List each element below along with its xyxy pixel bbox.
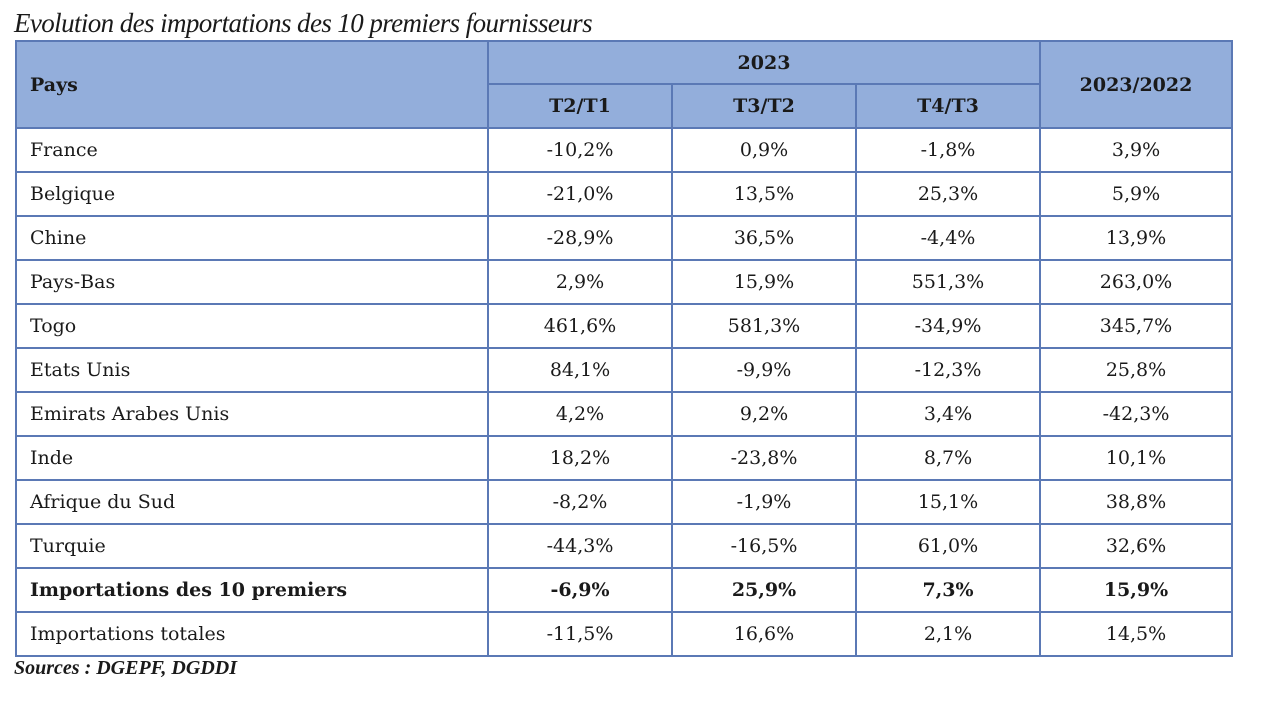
header-t3-t2: T3/T2 — [671, 83, 857, 129]
imports-table: Pays 2023 2023/2022 T2/T1 T3/T2 T4/T3 Fr… — [15, 40, 1233, 657]
value-cell: 14,5% — [1039, 611, 1233, 657]
country-cell: Pays-Bas — [15, 259, 489, 305]
table-row: Importations des 10 premiers -6,9% 25,9% 7,… — [15, 567, 1233, 613]
value-cell: 15,9% — [671, 259, 857, 305]
value-cell: 5,9% — [1039, 171, 1233, 217]
value-cell: -42,3% — [1039, 391, 1233, 437]
value-cell: 0,9% — [671, 127, 857, 173]
value-cell: 551,3% — [855, 259, 1041, 305]
value-cell: 61,0% — [855, 523, 1041, 569]
value-cell: -10,2% — [487, 127, 673, 173]
value-cell: 84,1% — [487, 347, 673, 393]
country-cell: Turquie — [15, 523, 489, 569]
table-header: Pays 2023 2023/2022 T2/T1 T3/T2 T4/T3 — [15, 40, 1233, 129]
country-cell: Togo — [15, 303, 489, 349]
value-cell: 13,5% — [671, 171, 857, 217]
value-cell: -12,3% — [855, 347, 1041, 393]
value-cell: -28,9% — [487, 215, 673, 261]
value-cell: 25,9% — [671, 567, 857, 613]
table-row: Turquie -44,3% -16,5% 61,0% 32,6% — [15, 523, 1233, 569]
value-cell: 3,9% — [1039, 127, 1233, 173]
table-row: Etats Unis 84,1% -9,9% -12,3% 25,8% — [15, 347, 1233, 393]
country-cell: Importations totales — [15, 611, 489, 657]
table-row: France -10,2% 0,9% -1,8% 3,9% — [15, 127, 1233, 173]
value-cell: -1,8% — [855, 127, 1041, 173]
value-cell: -9,9% — [671, 347, 857, 393]
header-pays: Pays — [15, 40, 489, 129]
value-cell: 18,2% — [487, 435, 673, 481]
value-cell: 9,2% — [671, 391, 857, 437]
table-title: Evolution des importations des 10 premie… — [14, 8, 593, 38]
value-cell: 3,4% — [855, 391, 1041, 437]
table-row: Inde 18,2% -23,8% 8,7% 10,1% — [15, 435, 1233, 481]
country-cell: Afrique du Sud — [15, 479, 489, 525]
value-cell: -1,9% — [671, 479, 857, 525]
value-cell: 36,5% — [671, 215, 857, 261]
value-cell: -44,3% — [487, 523, 673, 569]
value-cell: 581,3% — [671, 303, 857, 349]
value-cell: 16,6% — [671, 611, 857, 657]
value-cell: -34,9% — [855, 303, 1041, 349]
table-body: France -10,2% 0,9% -1,8% 3,9% Belgique -21,0% 1… — [15, 127, 1233, 657]
country-cell: France — [15, 127, 489, 173]
value-cell: -8,2% — [487, 479, 673, 525]
header-year-group: 2023 — [487, 40, 1041, 85]
value-cell: 345,7% — [1039, 303, 1233, 349]
value-cell: 15,9% — [1039, 567, 1233, 613]
table-row: Importations totales -11,5% 16,6% 2,1% 14,5% — [15, 611, 1233, 657]
value-cell: -23,8% — [671, 435, 857, 481]
value-cell: 4,2% — [487, 391, 673, 437]
value-cell: 263,0% — [1039, 259, 1233, 305]
table-row: Afrique du Sud -8,2% -1,9% 15,1% 38,8% — [15, 479, 1233, 525]
table-row: Chine -28,9% 36,5% -4,4% 13,9% — [15, 215, 1233, 261]
value-cell: -11,5% — [487, 611, 673, 657]
table-row: Pays-Bas 2,9% 15,9% 551,3% 263,0% — [15, 259, 1233, 305]
table-row: Emirats Arabes Unis 4,2% 9,2% 3,4% -42,3% — [15, 391, 1233, 437]
source-note: Sources : DGEPF, DGDDI — [14, 657, 237, 679]
value-cell: 461,6% — [487, 303, 673, 349]
country-cell: Etats Unis — [15, 347, 489, 393]
value-cell: -4,4% — [855, 215, 1041, 261]
country-cell: Inde — [15, 435, 489, 481]
country-cell: Importations des 10 premiers — [15, 567, 489, 613]
value-cell: 25,3% — [855, 171, 1041, 217]
value-cell: 13,9% — [1039, 215, 1233, 261]
value-cell: 32,6% — [1039, 523, 1233, 569]
country-cell: Belgique — [15, 171, 489, 217]
country-cell: Chine — [15, 215, 489, 261]
value-cell: 15,1% — [855, 479, 1041, 525]
value-cell: -16,5% — [671, 523, 857, 569]
country-cell: Emirats Arabes Unis — [15, 391, 489, 437]
value-cell: 8,7% — [855, 435, 1041, 481]
value-cell: 2,1% — [855, 611, 1041, 657]
value-cell: 10,1% — [1039, 435, 1233, 481]
table-row: Togo 461,6% 581,3% -34,9% 345,7% — [15, 303, 1233, 349]
header-t2-t1: T2/T1 — [487, 83, 673, 129]
value-cell: 38,8% — [1039, 479, 1233, 525]
value-cell: 7,3% — [855, 567, 1041, 613]
value-cell: -6,9% — [487, 567, 673, 613]
value-cell: 25,8% — [1039, 347, 1233, 393]
value-cell: -21,0% — [487, 171, 673, 217]
value-cell: 2,9% — [487, 259, 673, 305]
table-row: Belgique -21,0% 13,5% 25,3% 5,9% — [15, 171, 1233, 217]
header-annual: 2023/2022 — [1039, 40, 1233, 129]
header-t4-t3: T4/T3 — [855, 83, 1041, 129]
